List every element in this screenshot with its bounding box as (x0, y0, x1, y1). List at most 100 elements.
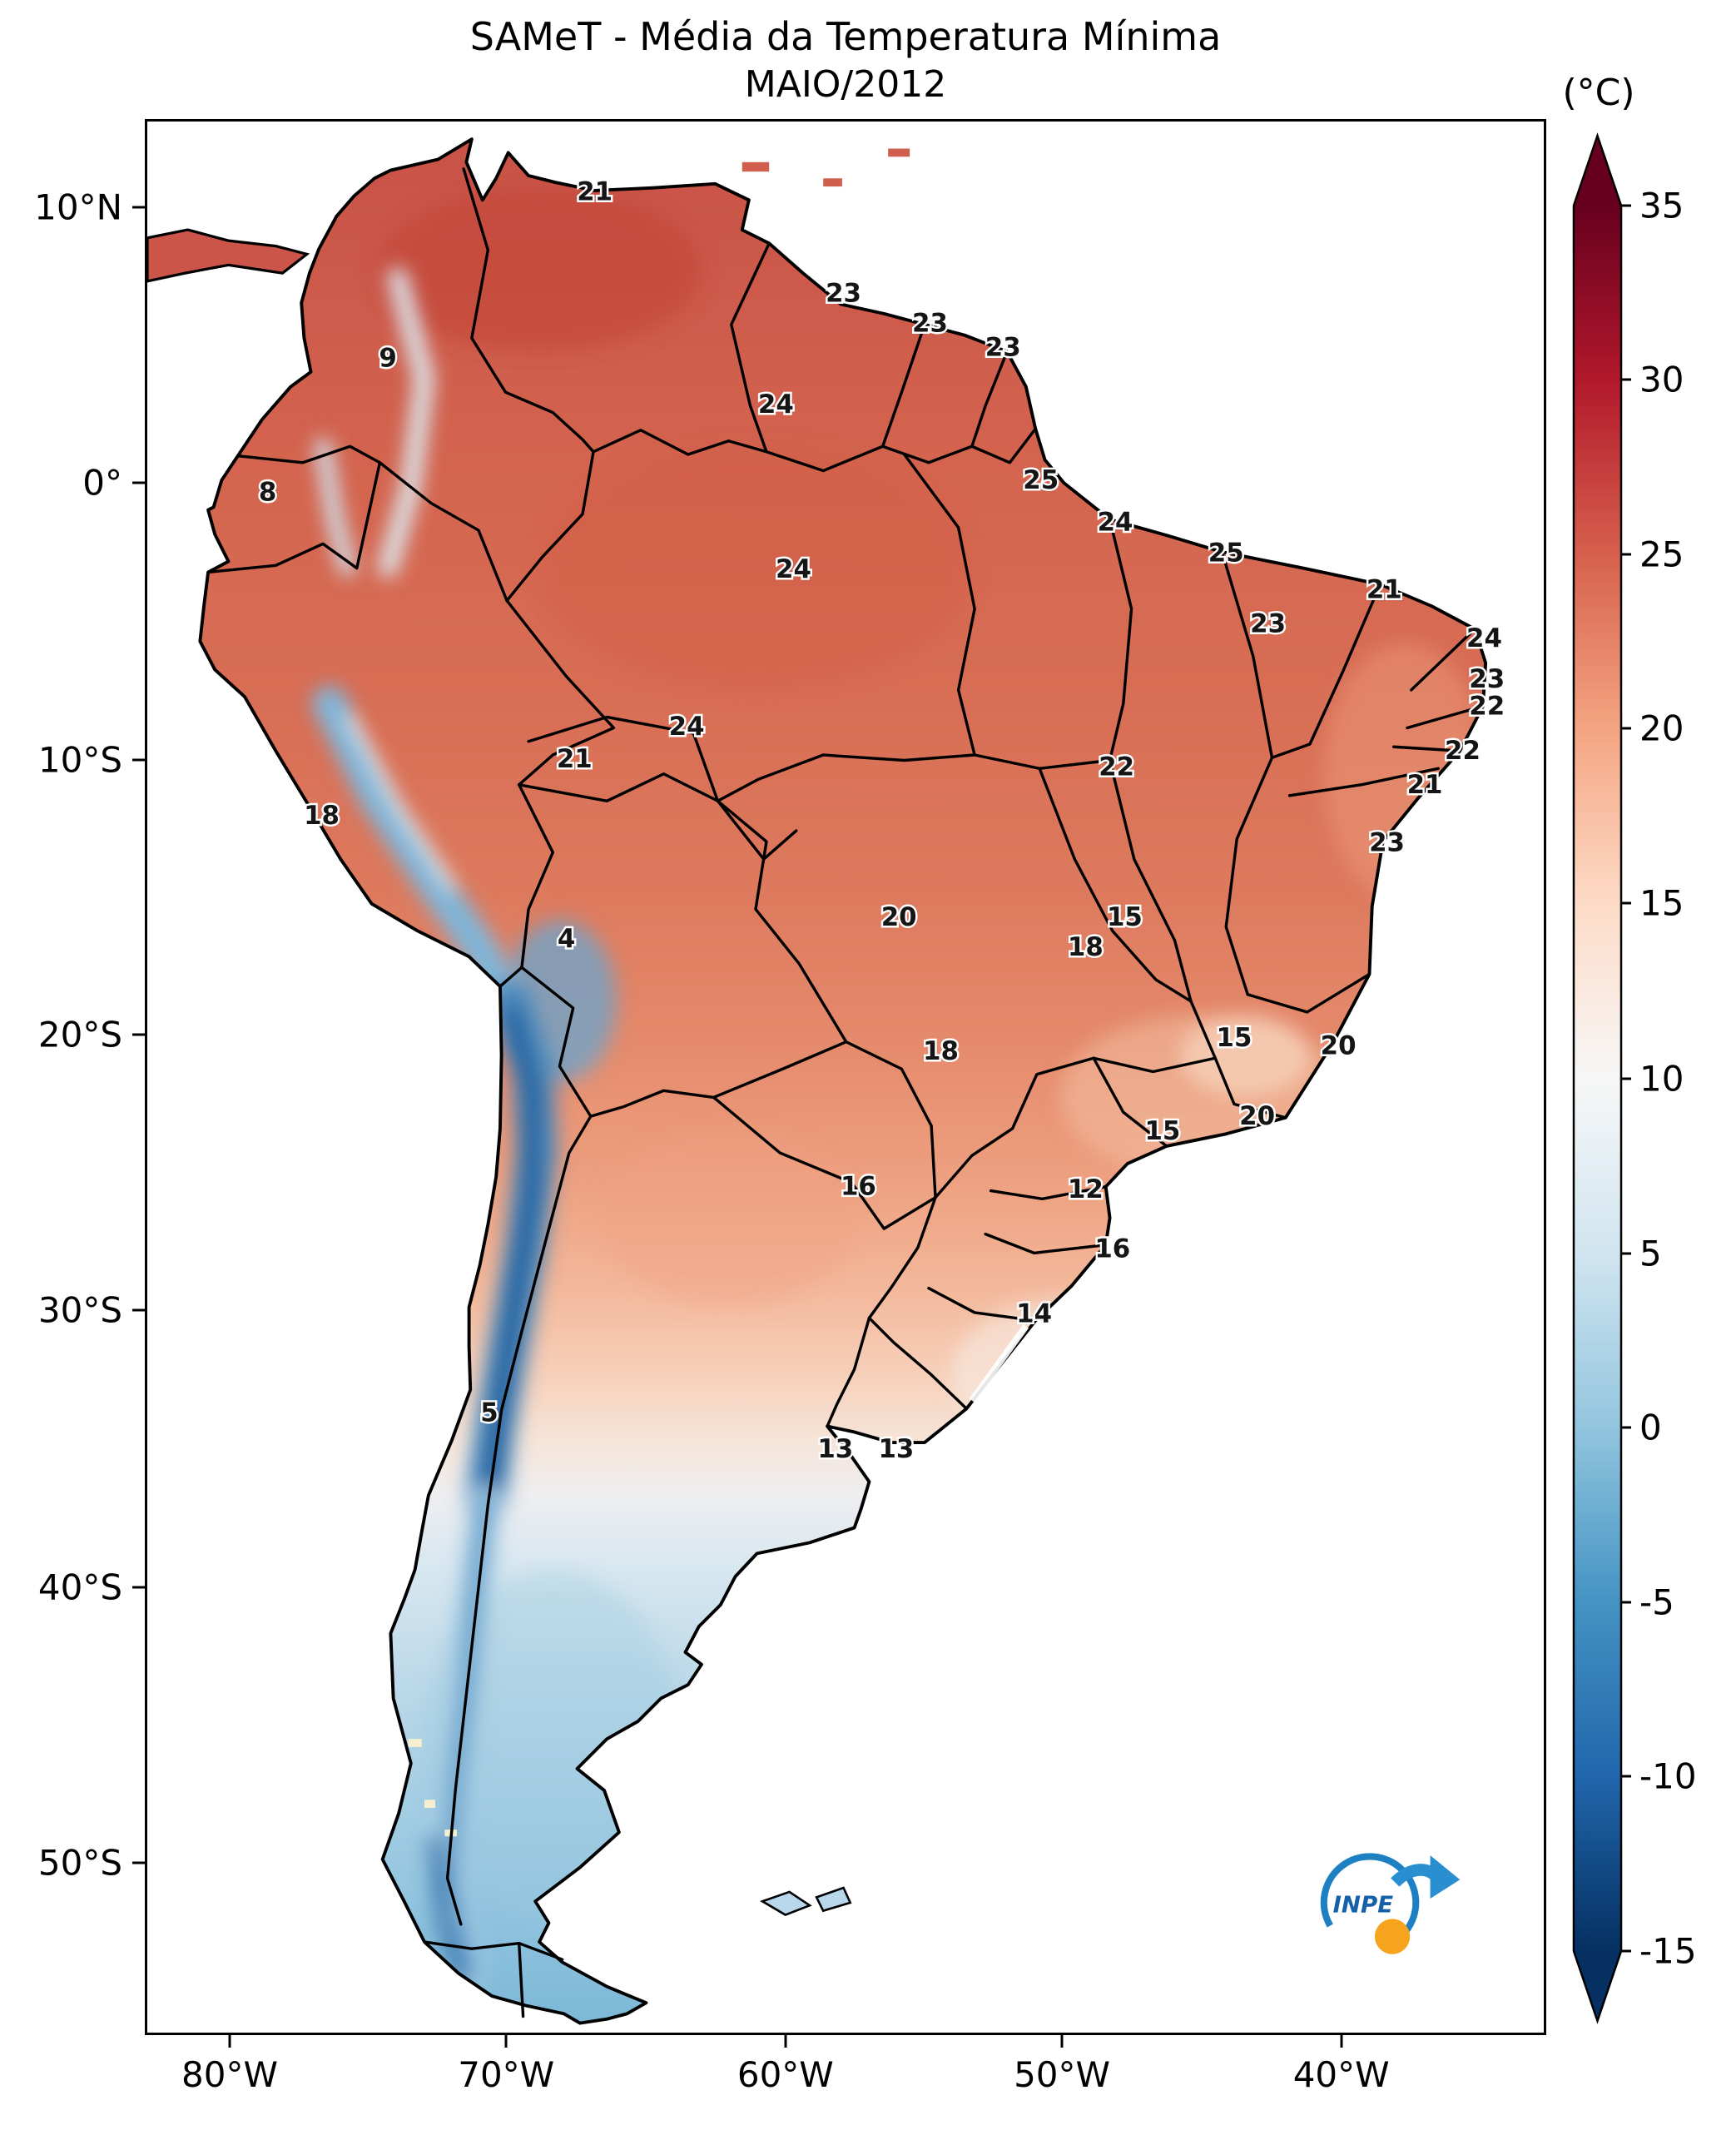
temperature-label: 18 (1068, 932, 1104, 962)
y-tick-label: 10°S (37, 739, 122, 781)
inpe-logo-text: INPE (1333, 1890, 1394, 1918)
x-tick-label: 70°W (458, 2054, 555, 2095)
y-tick-label: 50°S (37, 1842, 122, 1884)
colorbar-tick-label: 25 (1639, 534, 1684, 575)
colorbar-tick-label: -10 (1639, 1755, 1697, 1797)
temperature-label: 15 (1107, 902, 1143, 932)
colorbar-tick-label: -5 (1639, 1581, 1674, 1623)
temperature-label: 24 (1098, 507, 1133, 537)
temperature-label: 23 (826, 279, 861, 309)
y-tick-mark (132, 1308, 146, 1312)
temperature-label: 4 (558, 924, 575, 954)
temperature-label: 24 (1466, 623, 1502, 653)
y-tick-mark (132, 758, 146, 762)
y-tick-label: 10°N (34, 186, 122, 228)
temperature-label: 22 (1099, 752, 1134, 782)
colorbar-arrow-bottom (1574, 1951, 1621, 2021)
temperature-label: 25 (1023, 465, 1059, 495)
temperature-label: 23 (1469, 664, 1505, 694)
title-line-2: MAIO/2012 (744, 62, 947, 106)
central-america-land (147, 228, 310, 283)
temperature-label: 23 (1250, 608, 1286, 638)
temperature-label: 24 (758, 390, 794, 420)
x-tick-label: 80°W (181, 2054, 278, 2095)
colorbar-tick-mark (1621, 204, 1631, 207)
x-tick-mark (504, 2034, 508, 2048)
temperature-label: 20 (1239, 1101, 1275, 1131)
inpe-logo: INPE (1320, 1853, 1461, 1954)
y-tick-mark (132, 1861, 146, 1864)
x-tick-label: 60°W (737, 2054, 834, 2095)
temperature-label: 18 (923, 1036, 959, 1066)
x-tick-mark (228, 2034, 231, 2048)
y-tick-mark (132, 481, 146, 484)
title-line-1: SAMeT - Média da Temperatura Mínima (469, 14, 1222, 59)
y-tick-mark (132, 1586, 146, 1589)
colorbar: 35 30 25 20 15 10 5 0 -5 -10 -15 (1572, 119, 1697, 2035)
colorbar-tick-mark (1621, 553, 1631, 556)
colorbar-gradient (1572, 132, 1623, 2024)
temperature-label: 12 (1068, 1174, 1104, 1204)
temperature-label: 21 (1407, 770, 1443, 800)
x-tick-label: 50°W (1014, 2054, 1111, 2095)
temperature-label: 21 (1366, 575, 1402, 605)
colorbar-tick-mark (1621, 901, 1631, 905)
temperature-label: 20 (1321, 1031, 1357, 1061)
temperature-label: 23 (912, 308, 948, 338)
temperature-label: 15 (1217, 1023, 1252, 1053)
temperature-label: 8 (259, 478, 276, 508)
temperature-label: 13 (817, 1434, 853, 1464)
colorbar-tick-mark (1621, 1949, 1631, 1953)
lagoon (969, 1323, 1029, 1403)
y-tick-label: 20°S (37, 1014, 122, 1055)
figure-title: SAMeT - Média da Temperatura Mínima MAIO… (145, 13, 1546, 107)
temperature-label: 22 (1445, 736, 1481, 766)
colorbar-arrow-top (1574, 136, 1621, 206)
temperature-label: 21 (577, 177, 613, 207)
temperature-label: 16 (841, 1172, 876, 1202)
temperature-label: 5 (480, 1398, 498, 1427)
x-tick-mark (1060, 2034, 1064, 2048)
temperature-label: 9 (379, 344, 396, 374)
colorbar-tick-label: -15 (1639, 1930, 1697, 1972)
inpe-logo-orange-dot (1374, 1919, 1411, 1954)
temperature-label: 25 (1208, 539, 1244, 568)
temperature-label: 18 (304, 801, 340, 831)
temperature-label: 14 (1016, 1299, 1052, 1329)
colorbar-tick-mark (1621, 1601, 1631, 1604)
x-tick-label: 40°W (1292, 2054, 1390, 2095)
colorbar-tick-label: 35 (1639, 185, 1684, 226)
colorbar-tick-label: 10 (1639, 1058, 1684, 1100)
map-plot-area: INPE 21 23 23 23 9 24 25 8 24 25 24 21 23 24 23 22 24 22 2… (34, 119, 1546, 2095)
temperature-label: 23 (985, 333, 1021, 363)
colorbar-tick-mark (1621, 1077, 1631, 1080)
islands (742, 148, 910, 1916)
y-tick-mark (132, 1033, 146, 1036)
colorbar-tick-mark (1621, 1426, 1631, 1429)
temperature-label: 21 (557, 744, 593, 774)
colorbar-tick-label: 20 (1639, 708, 1684, 749)
colorbar-tick-label: 30 (1639, 359, 1684, 400)
y-tick-mark (132, 206, 146, 209)
colorbar-tick-label: 0 (1639, 1407, 1662, 1448)
colorbar-tick-mark (1621, 727, 1631, 730)
colorbar-unit-label: (°C) (1562, 72, 1635, 114)
temperature-label: 20 (881, 902, 917, 932)
colorbar-tick-mark (1621, 1775, 1631, 1778)
y-tick-label: 0° (82, 462, 122, 504)
temperature-label: 24 (669, 712, 705, 742)
temperature-label: 22 (1469, 691, 1505, 721)
temperature-label: 15 (1144, 1116, 1180, 1146)
y-tick-label: 40°S (37, 1566, 122, 1608)
temperature-label: 16 (1094, 1234, 1130, 1264)
temperature-label: 23 (1369, 828, 1405, 858)
political-borders (206, 167, 1485, 2018)
temperature-label: 24 (776, 554, 811, 584)
y-tick-label: 30°S (37, 1289, 122, 1331)
colorbar-tick-label: 15 (1639, 882, 1684, 924)
temperature-label: 13 (878, 1434, 914, 1464)
colorbar-tick-mark (1621, 378, 1631, 381)
